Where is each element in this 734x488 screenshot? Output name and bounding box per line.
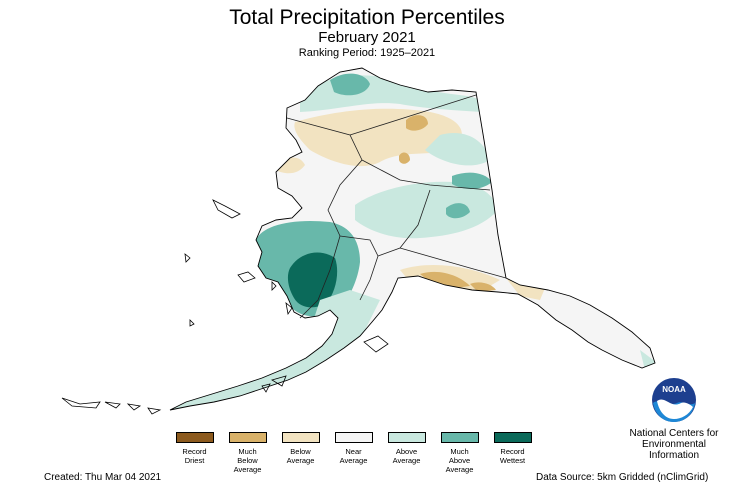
alaska-precipitation-map — [61, 67, 656, 415]
data-source: Data Source: 5km Gridded (nClimGrid) — [536, 472, 709, 483]
division-boundaries — [286, 94, 507, 319]
legend-swatch — [281, 432, 320, 443]
legend-label: Record Wettest — [499, 447, 526, 465]
legend-item-much-below-average: Much Below Average — [221, 432, 274, 474]
legend-item-above-average: Above Average — [380, 432, 433, 474]
legend-item-much-above-average: Much Above Average — [433, 432, 486, 474]
legend-label: Record Driest — [182, 447, 207, 465]
created-date: Created: Thu Mar 04 2021 — [44, 472, 162, 483]
legend-label: Below Average — [286, 447, 315, 465]
org-name: National Centers for Environmental Infor… — [629, 428, 719, 461]
ranking-period: Ranking Period: 1925–2021 — [298, 47, 436, 59]
legend-swatch — [493, 432, 532, 443]
map-subtitle: February 2021 — [318, 29, 416, 46]
legend-swatch — [334, 432, 373, 443]
legend-swatch — [175, 432, 214, 443]
noaa-logo-text: NOAA — [662, 385, 686, 394]
legend-swatch — [228, 432, 267, 443]
map-title: Total Precipitation Percentiles — [229, 6, 505, 29]
legend-item-record-wettest: Record Wettest — [486, 432, 539, 474]
legend-label: Above Average — [392, 447, 421, 465]
legend-item-below-average: Below Average — [274, 432, 327, 474]
legend-item-near-average: Near Average — [327, 432, 380, 474]
legend-swatch — [440, 432, 479, 443]
islands — [61, 199, 389, 415]
legend-label: Much Above Average — [445, 447, 474, 474]
legend-item-record-driest: Record Driest — [168, 432, 221, 474]
noaa-logo: NOAA — [652, 378, 696, 422]
legend-label: Much Below Average — [233, 447, 262, 474]
legend: Record Driest Much Below Average Below A… — [168, 432, 539, 474]
precip-fill-layer — [170, 68, 655, 410]
legend-label: Near Average — [339, 447, 368, 465]
legend-swatch — [387, 432, 426, 443]
